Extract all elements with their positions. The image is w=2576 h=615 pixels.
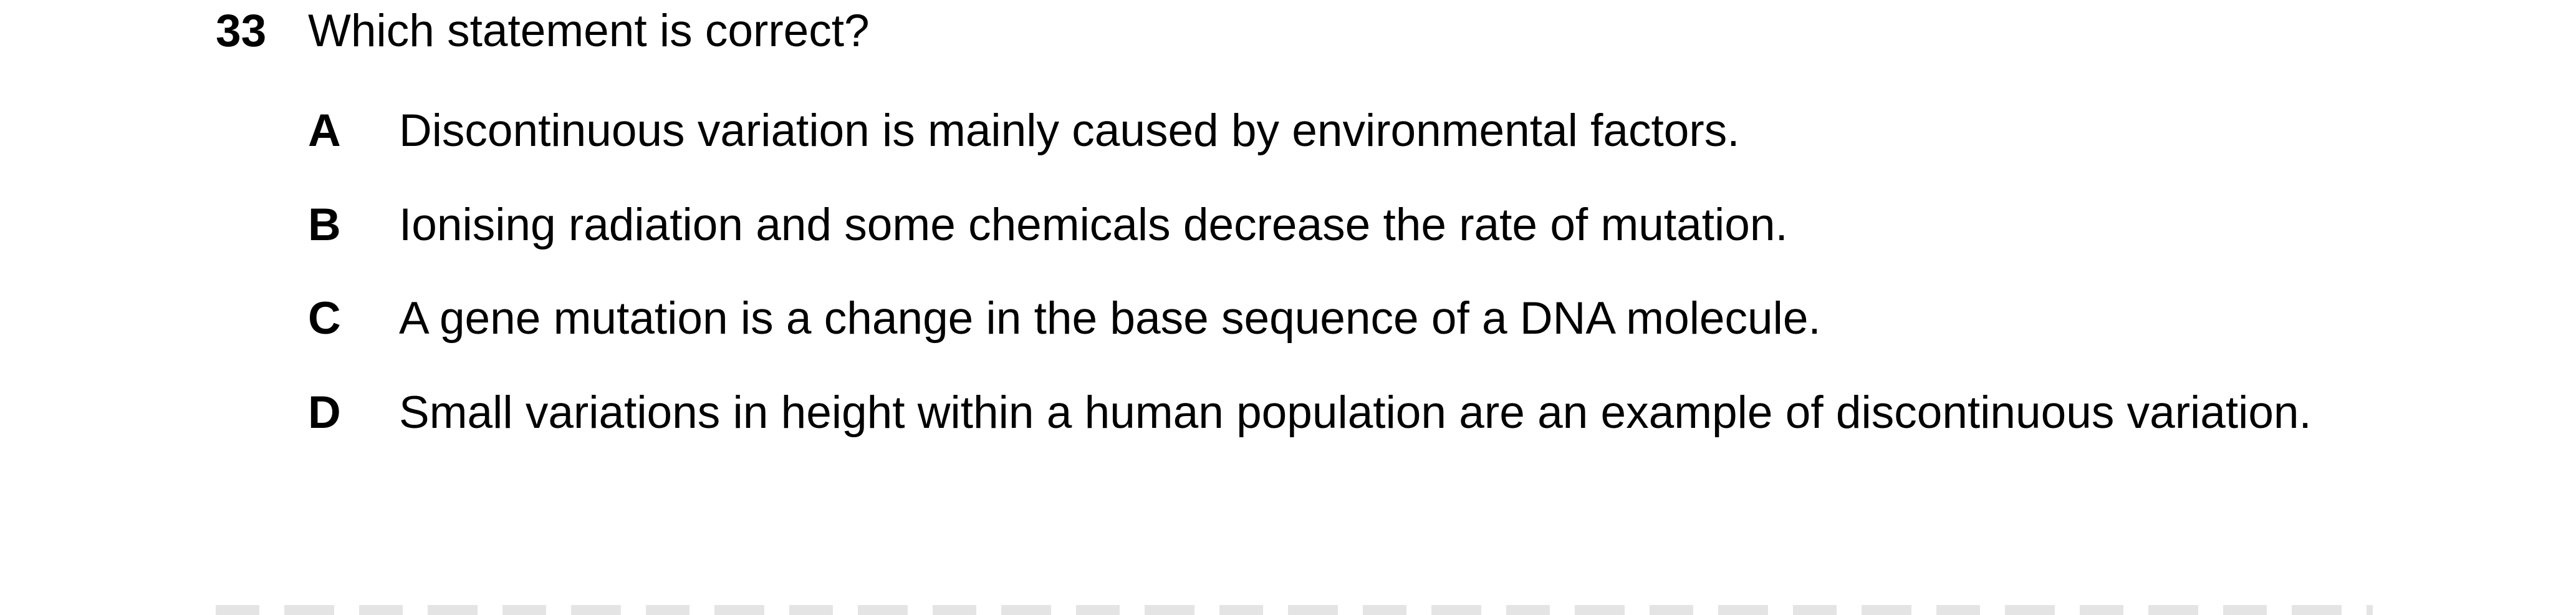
option-letter: C [308,293,341,344]
option-text: A gene mutation is a change in the base … [399,293,1821,344]
option-text: Ionising radiation and some chemicals de… [399,200,1788,250]
option-letter: A [308,105,341,156]
option-text: Discontinuous variation is mainly caused… [399,105,1740,156]
cropped-text-fragment [216,605,2373,615]
next-question-cropped-text [216,605,2373,615]
option-letter: B [308,200,341,250]
option-letter: D [308,387,341,438]
question-number: 33 [216,6,267,56]
option-text: Small variations in height within a huma… [399,387,2312,438]
question-stem: Which statement is correct? [308,6,870,56]
